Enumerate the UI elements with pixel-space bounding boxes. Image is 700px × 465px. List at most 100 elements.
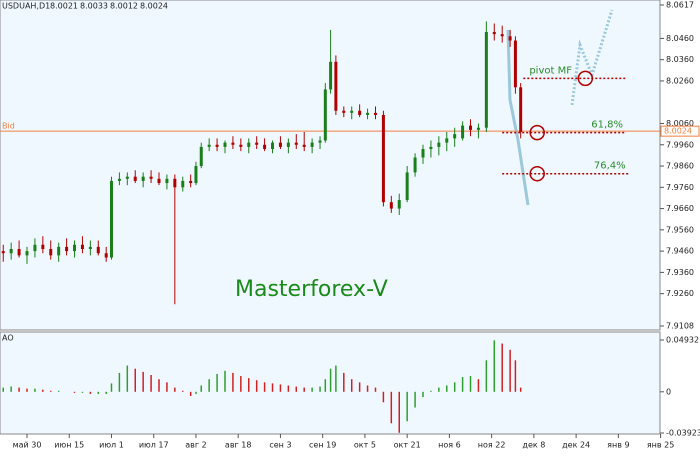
y-tick-label: 7.9360 [666,268,694,277]
level-label: 61,8% [591,120,623,131]
x-tick-label: июн 15 [54,441,84,450]
candle-body [49,248,53,256]
candle-body [25,251,29,256]
y-tick-label: 7.9460 [666,247,694,256]
y-tick-label: -0.03923 [666,429,700,438]
level-label: 76,4% [594,161,626,172]
candle-body [104,253,108,258]
x-tick-label: авг 2 [185,441,206,450]
bid-price: 8.0024 [664,127,692,136]
main-panel [0,0,661,331]
candle-body [334,61,338,111]
x-tick-label: май 30 [13,441,42,450]
candle-body [381,114,385,203]
candle-body [33,244,37,252]
candle-body [125,176,129,179]
x-tick-label: янв 25 [647,441,674,450]
x-tick-label: авг 18 [225,441,252,450]
y-tick-label: 8.0617 [666,1,694,10]
candle-body [165,178,169,184]
y-tick-label: 8.0360 [666,55,694,64]
quote-open: 8.0021 [50,2,78,11]
candle-body [323,89,327,141]
candle-body [141,176,145,181]
candle-body [350,110,354,113]
x-tick-label: окт 21 [394,441,421,450]
y-tick-label: 7.9108 [666,322,694,331]
level-marker [577,70,594,87]
candle-body [96,246,100,254]
candle-body [239,144,243,147]
candle-body [231,142,235,145]
candle-body [310,142,314,147]
candle-body [57,246,61,256]
quote-close: 8.0024 [140,2,168,11]
symbol-title: USDUAH,D1 [2,2,50,11]
candle-body [318,140,322,143]
x-tick-label: окт 5 [354,441,376,450]
candle-body [302,144,306,147]
candle-body [247,142,251,147]
candle-body [255,142,259,145]
candle-body [500,34,504,37]
candle-body [133,176,137,181]
candle-body [88,246,92,249]
candle-body [429,146,433,150]
x-tick-label: дек 24 [562,441,590,450]
candle-body [445,138,449,143]
y-tick-label: 7.9860 [666,162,694,171]
y-tick-label: 7.9960 [666,140,694,149]
level-label: pivot MF [529,65,572,76]
candle-body [397,200,401,209]
candle-body [199,146,203,167]
candle-body [421,149,425,158]
x-tick-label: янв 9 [607,441,629,450]
candle-body [278,142,282,147]
candle-body [373,112,377,115]
candle-body [389,202,393,209]
candle-body [437,142,441,147]
x-tick-label: сен 3 [269,441,291,450]
level-marker [529,124,545,141]
candle-body [173,178,177,188]
candle-body [17,248,21,256]
forecast-arrows [506,9,614,206]
candle-body [149,176,153,179]
candle-body [286,142,290,147]
candle-body [413,157,417,173]
y-tick-label: 8.0260 [666,76,694,85]
candle-body [513,40,517,88]
candle-body [41,244,45,249]
candle-body [405,172,409,201]
candle-body [329,61,333,90]
y-tick-label: 8.0460 [666,34,694,43]
y-tick-label: 7.9260 [666,289,694,298]
x-tick-label: ноя 6 [438,441,461,450]
candle-body [492,32,496,35]
candle-body [157,178,161,184]
y-tick-label: 7.9560 [666,225,694,234]
x-tick-label: ноя 22 [478,441,506,450]
x-tick-label: июл 1 [99,441,124,450]
bid-label: Bid [2,122,15,131]
y-tick-label: 0 [666,387,671,396]
ao-title: AO [2,334,14,343]
y-tick-label: 7.9760 [666,183,694,192]
x-tick-label: дек 8 [522,441,545,450]
candle-body [215,144,219,147]
candle-body [65,246,69,252]
x-tick-label: сен 19 [309,441,336,450]
candle-body [342,110,346,113]
quote-high: 8.0033 [80,2,108,11]
candle-body [484,32,488,128]
candle-body [117,178,121,181]
candle-body [461,125,465,139]
candle-body [263,144,267,150]
y-tick-label: 8.0060 [666,119,694,128]
candle-body [476,127,480,130]
candle-body [189,180,193,184]
candle-body [1,251,5,254]
x-tick-label: июл 17 [139,441,169,450]
candle-body [271,142,275,150]
